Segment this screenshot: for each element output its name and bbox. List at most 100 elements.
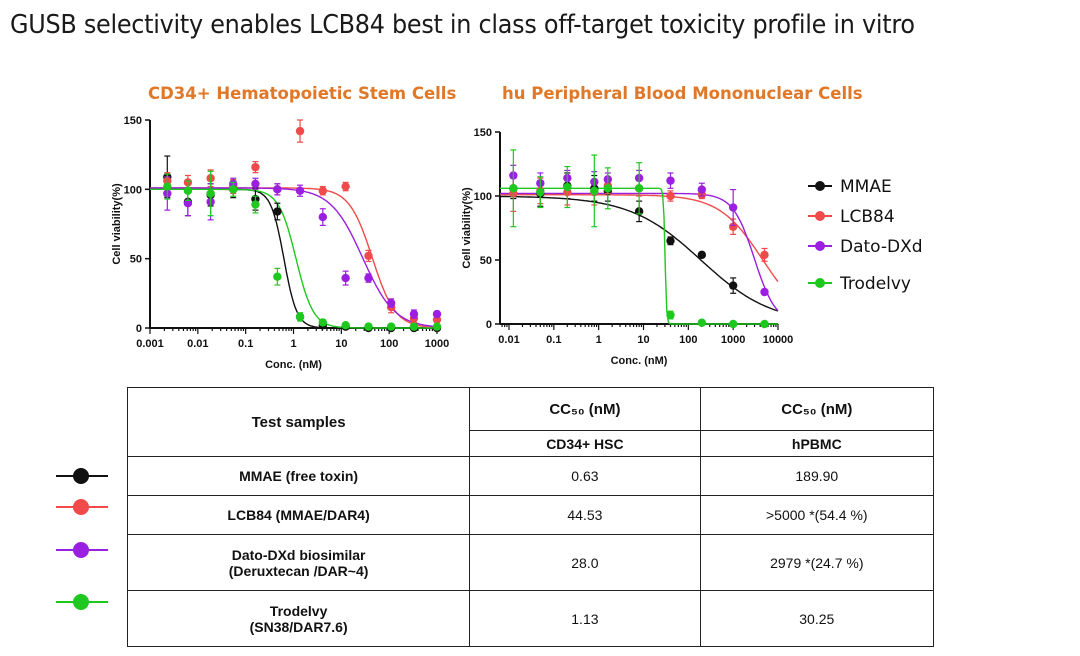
data-point-trodelvy: [666, 310, 675, 320]
data-point-lcb84: [728, 222, 738, 231]
legend: MMAE LCB84 Dato-DXd Trodelvy: [808, 177, 923, 294]
data-point-dato-dxd: [273, 185, 282, 194]
row-sample-line1: Dato-DXd biosimilar: [231, 546, 366, 563]
data-point-lcb84: [318, 186, 328, 195]
y-tick-label: 0: [486, 319, 492, 331]
table-header-row: Test samples CC₅₀ (nM) CC₅₀ (nM): [126, 387, 935, 457]
data-point-trodelvy: [760, 319, 769, 329]
data-point-trodelvy: [364, 322, 373, 331]
x-tick-label: 10: [335, 338, 347, 350]
chart1-plot: 0 50 100 150 0.001 0.01 0.1 1 10 100 1000 Conc. (nM…: [111, 115, 449, 371]
x-tick-label: 100: [380, 338, 398, 350]
data-point-trodelvy: [590, 186, 599, 196]
x-axis-label: Conc. (nM): [611, 355, 668, 367]
y-tick-label: 150: [124, 115, 142, 127]
data-point-mmae: [273, 207, 282, 216]
x-tick-label: 1000: [721, 334, 745, 346]
data-point-lcb84: [251, 162, 260, 172]
data-point-mmae: [728, 281, 738, 290]
row-pbmc-value: 30.25: [699, 590, 935, 647]
data-point-trodelvy: [536, 187, 545, 197]
marker-dot: [73, 542, 89, 558]
data-point-dato-dxd: [760, 287, 769, 297]
y-tick-label: 50: [130, 254, 142, 266]
row-pbmc-value: 189.90: [699, 456, 935, 496]
data-point-trodelvy: [432, 322, 442, 331]
data-point-trodelvy: [206, 189, 215, 198]
y-axis-label: Cell viability(%): [111, 183, 123, 265]
table-row: MMAE (free toxin) 0.63 189.90: [126, 456, 935, 496]
row-sample-line2: (Deruxtecan /DAR~4): [228, 562, 369, 579]
data-point-dato-dxd: [432, 309, 442, 319]
legend-label-mmae: MMAE: [840, 177, 892, 197]
row-sample-line1: Trodelvy: [269, 602, 328, 619]
data-point-dato-dxd: [386, 298, 396, 308]
data-point-trodelvy: [251, 200, 260, 209]
y-tick-label: 100: [474, 191, 492, 203]
data-point-trodelvy: [634, 184, 644, 193]
data-point-dato-dxd: [341, 273, 350, 283]
data-point-lcb84: [295, 126, 305, 136]
data-point-trodelvy: [295, 312, 305, 322]
header-cc50-hsc: CC₅₀ (nM): [469, 387, 701, 431]
data-point-dato-dxd: [318, 212, 328, 222]
data-point-dato-dxd: [183, 199, 193, 208]
header-hpbmc: hPBMC: [699, 430, 935, 457]
row-sample-name: Dato-DXd biosimilar (Deruxtecan /DAR~4): [126, 534, 471, 591]
data-point-trodelvy: [273, 272, 282, 281]
data-point-lcb84: [760, 250, 769, 260]
cc50-table: Test samples CC₅₀ (nM) CC₅₀ (nM) CD34+ H…: [126, 387, 935, 647]
header-test-samples: Test samples: [126, 387, 471, 457]
marker-dot: [73, 468, 89, 484]
row-marker-dato-dxd: [56, 540, 108, 560]
legend-marker: [815, 181, 825, 191]
x-tick-label: 1: [596, 334, 602, 346]
row-pbmc-value: >5000 *(54.4 %): [699, 495, 935, 535]
data-point-trodelvy: [409, 322, 419, 331]
chart2-plot: 0 50 100 150 0.01 0.1 1 10 100 1000 10000 Conc. (nM…: [461, 127, 793, 367]
legend-label-dato-dxd: Dato-DXd: [840, 237, 923, 257]
row-hsc-value: 44.53: [469, 495, 701, 535]
row-hsc-value: 1.13: [469, 590, 701, 647]
y-tick-label: 150: [474, 127, 492, 139]
data-point-trodelvy: [341, 321, 350, 330]
data-point-lcb84: [666, 191, 675, 201]
data-point-trodelvy: [728, 319, 738, 329]
header-cd34-hsc: CD34+ HSC: [469, 430, 701, 457]
data-point-trodelvy: [318, 318, 328, 327]
legend-marker: [815, 211, 825, 221]
table-row: LCB84 (MMAE/DAR4) 44.53 >5000 *(54.4 %): [126, 495, 935, 535]
row-sample-name: MMAE (free toxin): [126, 456, 471, 496]
row-hsc-value: 0.63: [469, 456, 701, 496]
y-tick-label: 0: [136, 323, 142, 335]
row-sample-line2: (SN38/DAR7.6): [249, 618, 348, 635]
data-point-trodelvy: [229, 185, 238, 194]
header-cc50-pbmc: CC₅₀ (nM): [699, 387, 935, 431]
data-point-trodelvy: [509, 184, 518, 193]
marker-dot: [73, 499, 89, 515]
data-point-dato-dxd: [364, 273, 373, 283]
data-point-trodelvy: [697, 318, 707, 327]
x-tick-label: 0.01: [187, 338, 208, 350]
row-sample-name: LCB84 (MMAE/DAR4): [126, 495, 471, 535]
row-marker-mmae: [56, 466, 108, 486]
x-tick-label: 1000: [425, 338, 449, 350]
data-point-trodelvy: [603, 184, 613, 193]
table-row: Trodelvy (SN38/DAR7.6) 1.13 30.25: [126, 590, 935, 647]
data-point-dato-dxd: [295, 186, 305, 195]
legend-marker: [815, 278, 825, 288]
x-axis-label: Conc. (nM): [265, 359, 322, 371]
legend-label-trodelvy: Trodelvy: [839, 274, 911, 294]
data-point-dato-dxd: [728, 203, 738, 212]
x-tick-label: 100: [679, 334, 697, 346]
legend-label-lcb84: LCB84: [840, 207, 895, 227]
data-point-dato-dxd: [251, 179, 260, 188]
data-point-dato-dxd: [697, 185, 707, 194]
marker-dot: [73, 594, 89, 610]
row-marker-trodelvy: [56, 592, 108, 612]
x-tick-label: 0.01: [498, 334, 519, 346]
row-sample-name: Trodelvy (SN38/DAR7.6): [126, 590, 471, 647]
y-tick-label: 50: [480, 255, 492, 267]
data-point-trodelvy: [183, 186, 193, 195]
data-point-trodelvy: [563, 182, 572, 192]
